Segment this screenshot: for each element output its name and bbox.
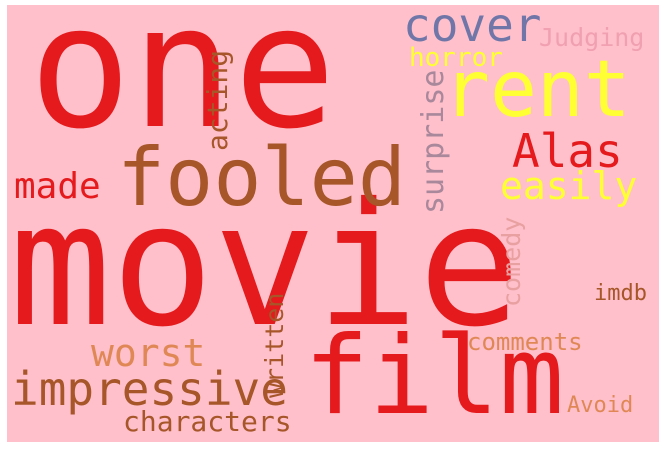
word-written: written	[260, 292, 289, 398]
word-characters: characters	[123, 405, 292, 438]
word-comedy: comedy	[497, 216, 526, 307]
word-made: made	[14, 166, 101, 207]
word-easily: easily	[500, 164, 638, 208]
word-imdb: imdb	[594, 281, 647, 306]
word-judging: Judging	[539, 23, 645, 52]
word-cloud: one movie film fooled rent cover Alas im…	[7, 5, 659, 442]
word-comments: comments	[467, 328, 583, 356]
word-movie: movie	[9, 167, 521, 365]
word-film: film	[304, 314, 565, 439]
word-one: one	[29, 5, 337, 167]
word-avoid: Avoid	[567, 393, 634, 418]
word-horror: horror	[409, 43, 503, 73]
word-fooled: fooled	[117, 131, 406, 224]
word-surprise: surprise	[416, 69, 451, 215]
word-acting: acting	[201, 49, 234, 151]
word-rent: rent	[443, 45, 631, 135]
word-worst: worst	[91, 331, 206, 375]
word-alas: Alas	[512, 124, 623, 178]
word-cover: cover	[403, 5, 542, 52]
word-impressive: impressive	[11, 362, 288, 416]
